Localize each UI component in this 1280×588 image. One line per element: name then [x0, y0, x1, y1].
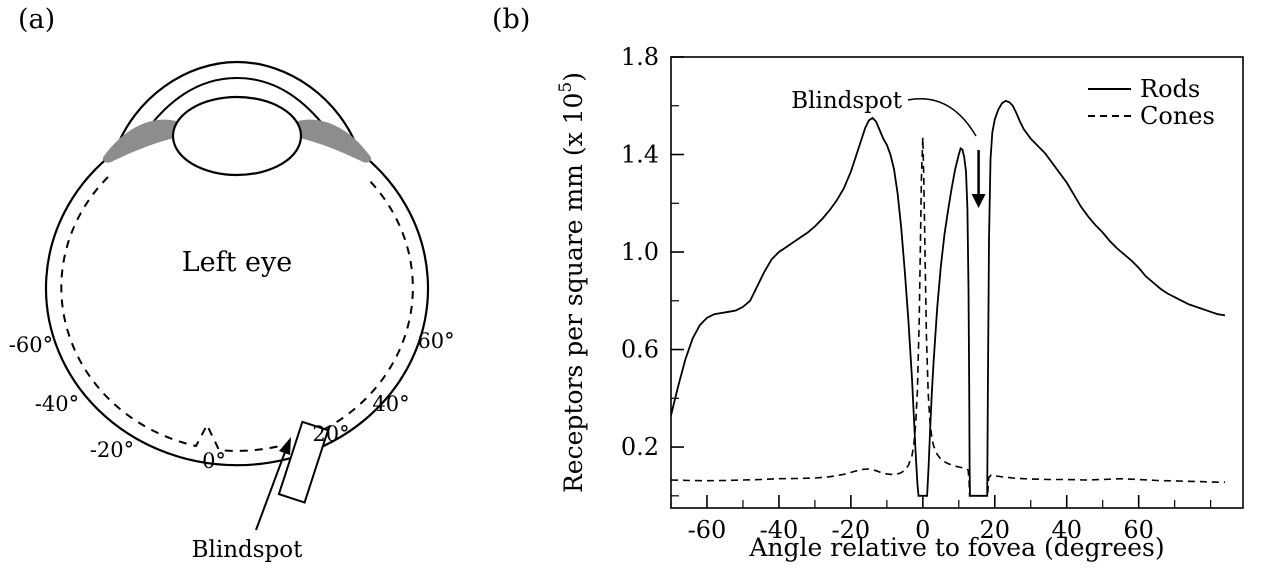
blindspot-down-arrowhead	[971, 194, 986, 208]
legend-cones-label: Cones	[1140, 102, 1215, 130]
angle-label-20: 20°	[312, 422, 349, 446]
x-tick-label: -20	[832, 516, 871, 544]
y-tick-label: 1.0	[621, 238, 659, 266]
eye-diagram-svg: (a) Left eye -60° -40° -20° 0° 20°	[9, 4, 455, 563]
chart-blindspot-label: Blindspot	[791, 88, 903, 114]
angle-label-neg60: -60°	[9, 333, 53, 357]
angle-label-0: 0°	[202, 449, 226, 473]
panel-b-tag: (b)	[492, 4, 530, 35]
lens	[171, 95, 303, 177]
optic-nerve	[277, 420, 330, 504]
y-tick-label: 1.8	[621, 43, 659, 71]
blindspot-arrow-line	[255, 451, 286, 531]
angle-label-neg40: -40°	[35, 392, 79, 416]
x-tick-label: -40	[760, 516, 799, 544]
ciliary-body-right	[287, 119, 372, 163]
x-tick-label: 60	[1123, 516, 1154, 544]
receptor-density-chart-svg: (b) 0.2 0.6 1.0 1.4 1.8 -60 -40 -20 0 20 40 60 RodsC…	[492, 4, 1244, 562]
rods-curve	[670, 99, 1226, 497]
panel-a-tag: (a)	[18, 4, 55, 35]
angle-label-neg20: -20°	[90, 438, 134, 462]
x-tick-label: -60	[688, 516, 727, 544]
x-axis-label: Angle relative to fovea (degrees)	[748, 533, 1164, 562]
x-tick-label: 20	[980, 516, 1011, 544]
angle-label-60: 60°	[417, 329, 454, 353]
y-tick-label: 1.4	[621, 141, 659, 169]
blindspot-label: Blindspot	[192, 537, 304, 563]
cornea-inner-line	[133, 76, 341, 149]
x-tick-label: 0	[915, 516, 930, 544]
panel-b: (b) 0.2 0.6 1.0 1.4 1.8 -60 -40 -20 0 20 40 60 Rods C…	[470, 0, 1280, 584]
legend-rods-label: Rods	[1140, 75, 1200, 103]
y-axis-label: Receptors per square mm (x 105)	[556, 72, 588, 493]
retina-dashed-line	[60, 176, 414, 452]
blindspot-arrowhead	[279, 437, 291, 455]
y-tick-label: 0.6	[621, 336, 659, 364]
cones-curve	[670, 137, 1225, 497]
panel-a: (a) Left eye -60° -40° -20° 0° 20°	[0, 0, 470, 584]
y-tick-label: 0.2	[621, 433, 659, 461]
x-tick-label: 40	[1051, 516, 1082, 544]
chart-root: 0.2 0.6 1.0 1.4 1.8 -60 -40 -20 0 20 40 60 RodsCones…	[556, 43, 1244, 562]
eye-outline	[44, 60, 430, 467]
ciliary-body-left	[102, 119, 187, 163]
eye-label: Left eye	[182, 247, 293, 278]
plot-frame	[670, 56, 1244, 509]
angle-label-40: 40°	[372, 392, 409, 416]
blindspot-connector-line	[907, 98, 977, 137]
